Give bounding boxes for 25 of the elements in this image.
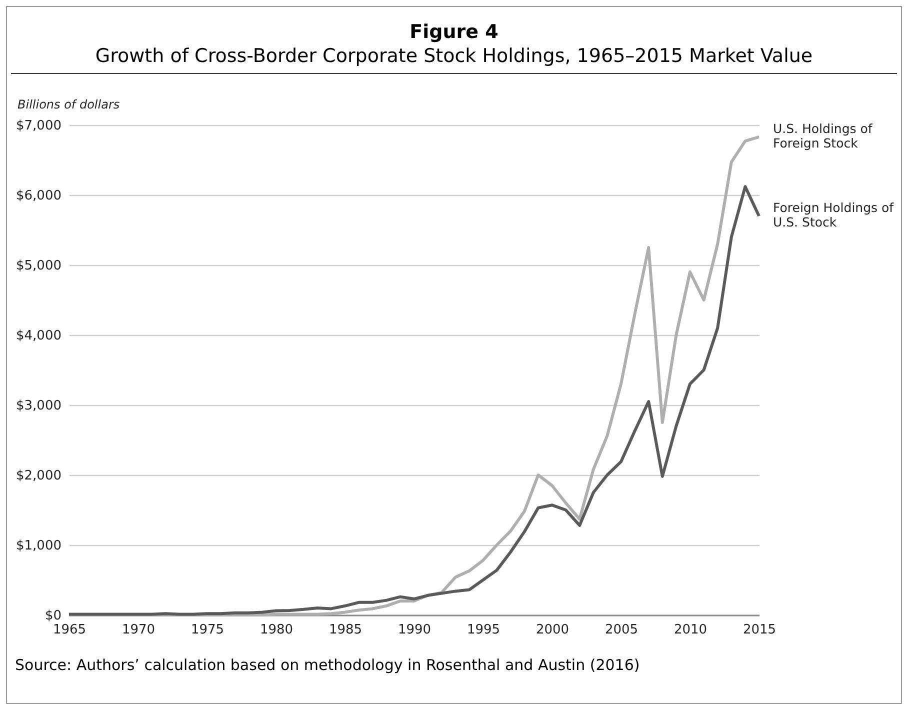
y-tick-label: $6,000 xyxy=(16,188,62,204)
y-tick-label: $7,000 xyxy=(16,118,62,134)
x-tick-label: 1975 xyxy=(190,622,224,638)
x-tick-label: 1970 xyxy=(122,622,156,638)
source-note: Source: Authors’ calculation based on methodology in Rosenthal and Austin (2016) xyxy=(15,656,641,674)
y-tick-label: $2,000 xyxy=(16,468,62,484)
x-tick-label: 2000 xyxy=(536,622,570,638)
y-tick-label: $0 xyxy=(44,608,62,624)
x-tick-label: 2005 xyxy=(604,622,638,638)
y-tick-label: $1,000 xyxy=(16,538,62,554)
chart-subtitle: Growth of Cross-Border Corporate Stock Holdings, 1965–2015 Market Value xyxy=(11,45,897,74)
y-tick-label: $5,000 xyxy=(16,258,62,274)
x-tick-label: 2010 xyxy=(674,622,708,638)
x-tick-label: 1990 xyxy=(398,622,432,638)
y-tick-label: $4,000 xyxy=(16,328,62,344)
x-tick-label: 1965 xyxy=(52,622,86,638)
x-tick-label: 1980 xyxy=(260,622,294,638)
y-tick-label: $3,000 xyxy=(16,398,62,414)
x-tick-label: 1985 xyxy=(328,622,362,638)
series-label: U.S. Holdings of Foreign Stock xyxy=(773,120,873,150)
series-label: Foreign Holdings of U.S. Stock xyxy=(773,200,894,230)
chart-title: Figure 4 xyxy=(408,21,500,43)
x-tick-label: 1995 xyxy=(466,622,500,638)
y-axis-title: Billions of dollars xyxy=(18,98,120,112)
x-tick-label: 2015 xyxy=(742,622,776,638)
